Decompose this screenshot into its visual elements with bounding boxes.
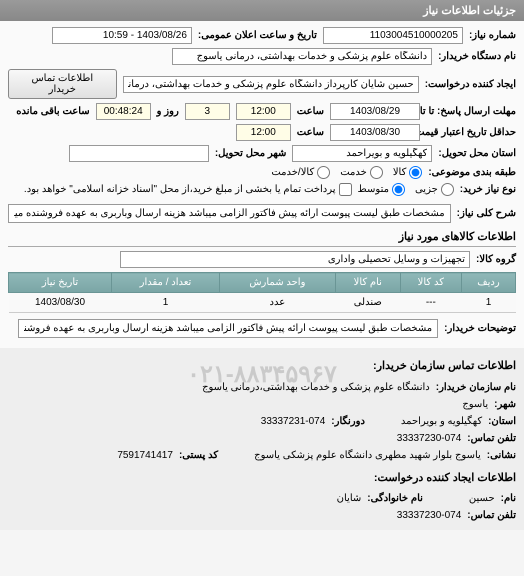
deadline-date-input[interactable]	[330, 103, 420, 120]
province-label: استان محل تحویل:	[438, 148, 516, 159]
group-input[interactable]	[120, 251, 470, 268]
fname-label: نام:	[501, 490, 516, 507]
address-value: یاسوج بلوار شهید مطهری دانشگاه علوم پزشک…	[254, 447, 481, 464]
radio-goods-service[interactable]: کالا/خدمت	[271, 166, 330, 179]
announce-input[interactable]	[52, 27, 192, 44]
contact-buyer-button[interactable]: اطلاعات تماس خریدار	[8, 69, 117, 99]
td-0: 1	[461, 293, 515, 313]
creator-section-title: اطلاعات ایجاد کننده درخواست:	[8, 466, 516, 491]
radio-medium[interactable]: متوسط	[358, 183, 405, 196]
th-2: نام کالا	[335, 273, 400, 293]
classification-label: طبقه بندی موضوعی:	[428, 167, 516, 178]
time-label-1: ساعت	[297, 106, 324, 117]
details-panel: جزئیات اطلاعات نیاز شماره نیاز: تاریخ و …	[0, 0, 524, 530]
requester-input[interactable]	[123, 76, 419, 93]
lname-value: شایان	[337, 490, 362, 507]
phone-value: 33337230-074	[397, 430, 462, 447]
province-input[interactable]	[292, 145, 432, 162]
org-input[interactable]	[172, 48, 432, 65]
th-1: کد کالا	[400, 273, 461, 293]
org-label: نام دستگاه خریدار:	[438, 51, 516, 62]
valid-time-input[interactable]	[236, 124, 291, 141]
creator-phone-value: 33337230-074	[397, 507, 462, 524]
time-label-2: ساعت	[297, 127, 324, 138]
fax-label: دورنگار:	[331, 413, 365, 430]
fname-value: حسین	[469, 490, 495, 507]
td-4: 1	[112, 293, 220, 313]
th-4: تعداد / مقدار	[112, 273, 220, 293]
contact-province-label: استان:	[488, 413, 516, 430]
lname-label: نام خانوادگی:	[367, 490, 423, 507]
payment-note: پرداخت تمام یا بخشی از مبلغ خرید،از محل …	[24, 184, 336, 195]
goods-section-title: اطلاعات کالاهای مورد نیاز	[8, 227, 516, 247]
radio-small-label: جزیی	[415, 184, 438, 195]
goods-table: ردیف کد کالا نام کالا واحد شمارش تعداد /…	[8, 272, 516, 313]
radio-medium-label: متوسط	[358, 184, 389, 195]
request-no-label: شماره نیاز:	[469, 30, 516, 41]
remaining-label: ساعت باقی مانده	[16, 106, 89, 117]
td-1: ---	[400, 293, 461, 313]
radio-service-label: خدمت	[340, 167, 367, 178]
payment-check[interactable]: پرداخت تمام یا بخشی از مبلغ خرید،از محل …	[24, 183, 352, 196]
requester-label: ایجاد کننده درخواست:	[425, 79, 516, 90]
desc-input[interactable]	[8, 204, 451, 223]
form-content: شماره نیاز: تاریخ و ساعت اعلان عمومی: نا…	[0, 21, 524, 348]
desc-label: شرح کلی نیاز:	[457, 208, 516, 219]
contact-section-title: اطلاعات تماس سازمان خریدار:	[8, 354, 516, 379]
panel-title: جزئیات اطلاعات نیاز	[0, 0, 524, 21]
announce-label: تاریخ و ساعت اعلان عمومی:	[198, 30, 317, 41]
table-header-row: ردیف کد کالا نام کالا واحد شمارش تعداد /…	[9, 273, 516, 293]
remaining-time-input[interactable]	[96, 103, 151, 120]
radio-service[interactable]: خدمت	[340, 166, 383, 179]
days-input[interactable]	[185, 103, 230, 120]
th-3: واحد شمارش	[219, 273, 335, 293]
postal-value: 7591741417	[117, 447, 173, 464]
group-label: گروه کالا:	[476, 254, 516, 265]
radio-goods-service-label: کالا/خدمت	[271, 167, 314, 178]
table-row[interactable]: 1 --- صندلی عدد 1 1403/08/30	[9, 293, 516, 313]
request-no-input[interactable]	[323, 27, 463, 44]
contact-city-value: یاسوج	[462, 396, 488, 413]
contact-city-label: شهر:	[494, 396, 516, 413]
creator-phone-label: تلفن تماس:	[467, 507, 516, 524]
fax-value: 33337231-074	[261, 413, 326, 430]
contact-province-value: کهگیلویه و بویراحمد	[401, 413, 482, 430]
deadline-time-input[interactable]	[236, 103, 291, 120]
address-label: نشانی:	[487, 447, 516, 464]
buy-type-label: نوع نیاز خرید:	[460, 184, 516, 195]
radio-goods[interactable]: کالا	[393, 166, 423, 179]
td-2: صندلی	[335, 293, 400, 313]
th-5: تاریخ نیاز	[9, 273, 112, 293]
buyer-notes-label: توضیحات خریدار:	[444, 323, 516, 334]
valid-date-input[interactable]	[330, 124, 420, 141]
buy-type-radios: جزیی متوسط	[358, 183, 454, 196]
org-name-value: دانشگاه علوم پزشکی و خدمات بهداشتی،درمان…	[202, 379, 430, 396]
contact-info-block: اطلاعات تماس سازمان خریدار: نام سازمان خ…	[0, 348, 524, 530]
classification-radios: کالا خدمت کالا/خدمت	[271, 166, 422, 179]
city-input[interactable]	[69, 145, 209, 162]
td-5: 1403/08/30	[9, 293, 112, 313]
phone-label: تلفن تماس:	[467, 430, 516, 447]
city-label: شهر محل تحویل:	[215, 148, 287, 159]
th-0: ردیف	[461, 273, 515, 293]
td-3: عدد	[219, 293, 335, 313]
postal-label: کد پستی:	[179, 447, 218, 464]
buyer-notes-input[interactable]	[18, 319, 438, 338]
valid-label: حداقل تاریخ اعتبار قیمت: تا تاریخ:	[426, 127, 516, 138]
org-name-label: نام سازمان خریدار:	[436, 379, 516, 396]
radio-small[interactable]: جزیی	[415, 183, 454, 196]
days-label: روز و	[157, 106, 179, 117]
radio-goods-label: کالا	[393, 167, 407, 178]
deadline-label: مهلت ارسال پاسخ: تا تاریخ:	[426, 106, 516, 117]
